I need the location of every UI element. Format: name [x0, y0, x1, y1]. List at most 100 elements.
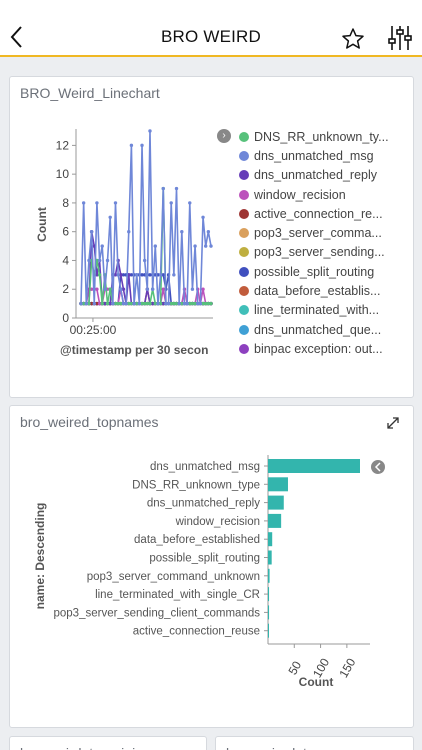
legend-label: dns_unmatched_msg [254, 148, 374, 163]
data-point [121, 287, 126, 291]
data-point [97, 258, 102, 263]
panel-title: bro_weird_topnrigin [20, 745, 143, 750]
legend-swatch [239, 305, 249, 316]
y-tick-label: 6 [62, 225, 69, 239]
panel-title: bro_weired_topnames [20, 414, 159, 430]
legend-toggle-icon[interactable]: › [217, 129, 231, 143]
x-axis-label: Count [299, 675, 334, 689]
expand-icon[interactable] [386, 416, 400, 430]
data-point [100, 244, 104, 248]
x-tick-label: 150 [336, 656, 358, 681]
y-tick-label: 2 [62, 282, 69, 296]
data-point [119, 287, 123, 291]
data-point [193, 244, 197, 248]
series-line [80, 130, 212, 305]
filter-sliders-icon[interactable] [386, 24, 414, 52]
legend-item[interactable]: possible_split_routing [239, 262, 409, 281]
data-point [150, 287, 155, 291]
legend-swatch [239, 228, 249, 239]
legend-item[interactable]: dns_unmatched_reply [239, 166, 409, 185]
data-point [135, 301, 139, 306]
star-icon[interactable] [341, 27, 365, 51]
data-point [137, 301, 142, 306]
legend-label: dns_unmatched_que... [254, 322, 382, 337]
data-point [129, 143, 134, 148]
legend-swatch [239, 247, 249, 258]
bar-chart-panel: bro_weired_topnames dns_unmatched_msg DNS… [9, 405, 414, 728]
data-point [108, 287, 112, 291]
bar [268, 568, 270, 583]
legend-label: dns_unmatched_reply [254, 168, 377, 183]
legend-toggle-chevron [374, 462, 381, 472]
data-point [185, 301, 189, 306]
y-axis-label: Count [35, 207, 49, 242]
bar-chart: dns_unmatched_msg DNS_RR_unknown_type dns_… [33, 455, 385, 689]
x-tick-label: 00:25:00 [70, 323, 117, 337]
data-point [206, 229, 211, 234]
data-point [164, 301, 168, 306]
data-point [119, 273, 123, 277]
data-point [142, 301, 147, 306]
data-point [79, 301, 83, 306]
legend-label: possible_split_routing [254, 264, 375, 279]
data-point [108, 215, 112, 220]
data-point [190, 287, 195, 291]
data-point [174, 186, 179, 191]
data-point [196, 301, 200, 306]
back-arrow-icon[interactable] [6, 22, 26, 52]
data-point [119, 301, 123, 306]
data-point [177, 301, 181, 306]
bar [268, 477, 288, 492]
data-point [121, 273, 126, 277]
y-tick-label: 0 [62, 311, 69, 325]
category-label: window_recision [175, 516, 260, 528]
legend-label: window_recision [254, 187, 346, 202]
legend-item[interactable]: pop3_server_comma... [239, 223, 409, 242]
data-point [127, 301, 131, 306]
data-point [209, 244, 213, 248]
data-point [81, 301, 86, 306]
legend-item[interactable]: DNS_RR_unknown_ty... [239, 127, 409, 146]
data-point [121, 301, 126, 306]
data-point [95, 301, 99, 306]
legend-item[interactable]: pop3_server_sending... [239, 243, 409, 262]
data-point [158, 301, 163, 306]
legend-label: pop3_server_sending... [254, 245, 385, 260]
data-point [142, 258, 147, 263]
legend-label: DNS_RR_unknown_ty... [254, 129, 389, 144]
legend-item[interactable]: window_recision [239, 185, 409, 204]
legend-item[interactable]: dns_unmatched_msg [239, 146, 409, 165]
y-tick-label: 12 [56, 138, 70, 152]
legend-item[interactable]: dns_unmatched_que... [239, 320, 409, 339]
legend-item[interactable]: active_connection_re... [239, 204, 409, 223]
legend-toggle-icon[interactable] [371, 460, 385, 474]
data-point [116, 273, 120, 277]
panel-title: BRO_Weird_Linechart [20, 85, 160, 101]
data-point [198, 301, 203, 306]
data-point [169, 201, 173, 205]
page-title: BRO WEIRD [160, 27, 262, 46]
data-point [92, 301, 96, 306]
data-point [174, 301, 179, 306]
data-point [135, 273, 139, 277]
data-point [140, 143, 144, 148]
legend-item[interactable]: data_before_establis... [239, 281, 409, 300]
legend-swatch [239, 131, 249, 142]
data-point [203, 244, 208, 248]
data-point [201, 215, 205, 220]
data-point [108, 301, 112, 306]
data-point [140, 301, 144, 306]
data-point [113, 301, 118, 306]
legend-item[interactable]: binpac exception: out... [239, 339, 409, 358]
data-point [97, 273, 102, 277]
data-point [193, 301, 197, 306]
data-point [188, 301, 192, 306]
data-point [161, 186, 165, 191]
legend-label: pop3_server_comma... [254, 226, 382, 241]
legend-swatch [239, 266, 249, 277]
legend-item[interactable]: line_terminated_with... [239, 301, 409, 320]
legend-swatch [239, 208, 249, 219]
data-point [161, 301, 165, 306]
data-point [180, 301, 184, 306]
